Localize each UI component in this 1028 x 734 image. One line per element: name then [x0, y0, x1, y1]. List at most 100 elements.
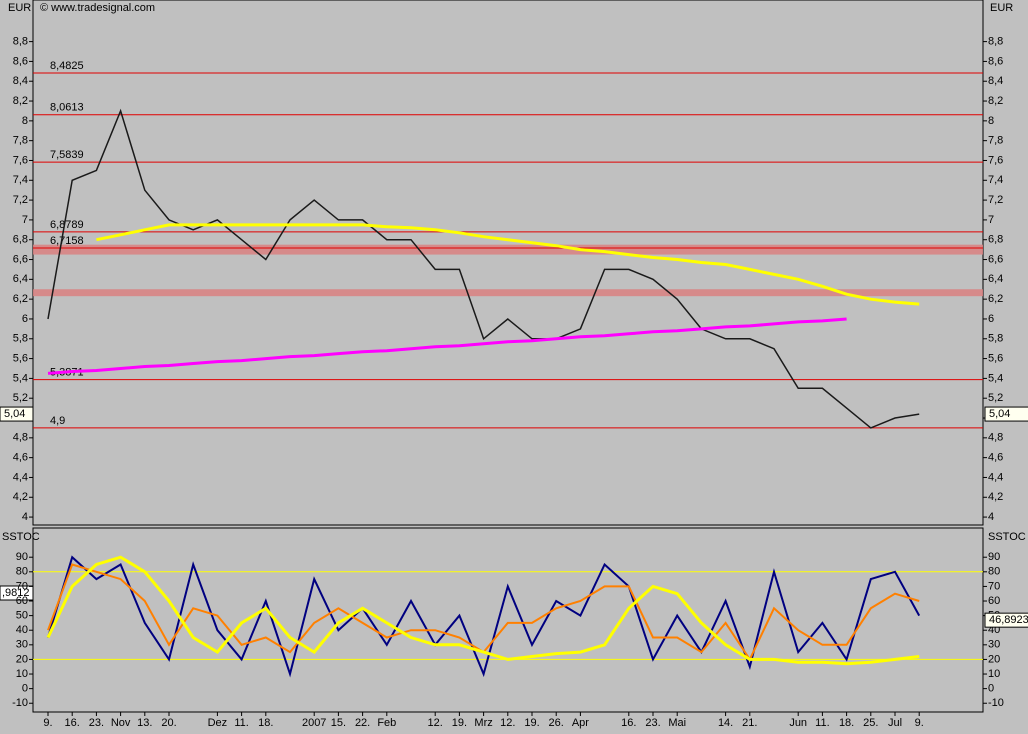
y-tick-label: 6,2 [13, 293, 28, 305]
x-tick-label: 2007 [302, 717, 326, 729]
y-tick-label: 5,8 [13, 333, 28, 345]
y-tick-label: 8 [22, 115, 28, 127]
stoch-title-right: SSTOC [988, 531, 1026, 543]
x-tick-label: 23. [89, 717, 104, 729]
y-tick-label: 7,2 [988, 194, 1003, 206]
x-tick-label: Dez [208, 717, 228, 729]
y-tick-label: 90 [988, 551, 1000, 563]
last-value-label: 5,04 [989, 408, 1010, 420]
last-value-box [984, 612, 1028, 628]
y-tick-label: 4,6 [988, 452, 1003, 464]
y-tick-label: 6,4 [13, 273, 28, 285]
x-tick-label: 11. [234, 717, 248, 729]
source: © www.tradesignal.com [40, 2, 155, 14]
y-tick-label: -10 [12, 697, 28, 709]
y-tick-label: 6 [988, 313, 994, 325]
x-tick-label: 12. [500, 717, 515, 729]
series-line [46, 555, 920, 666]
y-tick-label: 4 [988, 511, 994, 523]
y-tick-label: 5,8 [988, 333, 1003, 345]
unit-right: EUR [990, 2, 1013, 14]
y-tick-label: 40 [16, 624, 28, 636]
level-label: 6,7158 [50, 235, 84, 247]
x-tick-label: 13. [137, 717, 152, 729]
y-tick-label: 8,2 [13, 95, 28, 107]
x-tick-label: 16. [621, 717, 636, 729]
x-tick-label: Feb [377, 717, 396, 729]
y-tick-label: 4,2 [13, 491, 28, 503]
y-tick-label: 7 [22, 214, 28, 226]
y-tick-label: 80 [988, 566, 1000, 578]
last-value-label: 5,04 [4, 408, 25, 420]
y-tick-label: 20 [16, 653, 28, 665]
series-line [96, 223, 920, 306]
y-tick-label: 5,4 [988, 372, 1003, 384]
y-tick-label: 4,4 [13, 471, 28, 483]
y-tick-label: 6,8 [13, 234, 28, 246]
y-tick-label: 30 [988, 639, 1000, 651]
x-tick-label: 9. [43, 717, 52, 729]
y-tick-label: 7,4 [988, 174, 1003, 186]
y-tick-label: 4,8 [988, 432, 1003, 444]
x-tick-label: 15. [331, 717, 346, 729]
x-tick-label: Jun [789, 717, 807, 729]
stoch-left-box [0, 585, 34, 601]
y-tick-label: 5,2 [988, 392, 1003, 404]
series-line [47, 108, 920, 429]
x-tick-label: 23. [645, 717, 660, 729]
y-tick-label: 4,4 [988, 471, 1003, 483]
x-tick-label: Mrz [474, 717, 492, 729]
y-tick-label: 0 [988, 683, 994, 695]
y-tick-label: 6,6 [13, 253, 28, 265]
y-tick-label: 6,2 [988, 293, 1003, 305]
y-tick-label: 8,8 [13, 36, 28, 48]
y-tick-label: 7 [988, 214, 994, 226]
stoch-title-left: SSTOC [2, 531, 40, 543]
y-tick-label: 80 [16, 566, 28, 578]
y-tick-label: 6 [22, 313, 28, 325]
y-tick-label: 6,4 [988, 273, 1003, 285]
x-tick-label: 19. [524, 717, 539, 729]
y-tick-label: 8 [988, 115, 994, 127]
y-tick-label: 4,8 [13, 432, 28, 444]
series-line [47, 555, 921, 678]
y-tick-label: 90 [16, 551, 28, 563]
level-label: 8,4825 [50, 60, 84, 72]
y-tick-label: 60 [988, 595, 1000, 607]
series-line [47, 317, 847, 375]
x-tick-label: 18. [839, 717, 854, 729]
x-tick-label: Apr [572, 717, 589, 729]
y-tick-label: 7,2 [13, 194, 28, 206]
price-frame [32, 0, 984, 526]
x-tick-label: 18. [258, 717, 273, 729]
x-tick-label: 16. [65, 717, 80, 729]
y-tick-label: 7,4 [13, 174, 28, 186]
unit-left: EUR [8, 2, 31, 14]
x-tick-label: 12. [428, 717, 443, 729]
zone-band [33, 289, 983, 297]
x-tick-label: 19. [452, 717, 467, 729]
level-label: 4,9 [50, 415, 65, 427]
x-tick-label: 21. [742, 717, 757, 729]
y-tick-label: 8,8 [988, 36, 1003, 48]
x-tick-label: 9. [915, 717, 924, 729]
y-tick-label: 5,2 [13, 392, 28, 404]
x-tick-label: 25. [863, 717, 878, 729]
y-tick-label: -10 [988, 697, 1004, 709]
y-tick-label: 10 [16, 668, 28, 680]
y-tick-label: 60 [16, 595, 28, 607]
y-tick-label: 4,6 [13, 452, 28, 464]
zone-band [33, 244, 983, 255]
y-tick-label: 7,6 [13, 154, 28, 166]
x-tick-label: 26. [549, 717, 564, 729]
y-tick-label: 7,8 [988, 135, 1003, 147]
y-tick-label: 10 [988, 668, 1000, 680]
y-tick-label: 4 [22, 511, 28, 523]
x-tick-label: Nov [111, 717, 131, 729]
y-tick-label: 7,8 [13, 135, 28, 147]
x-tick-label: 14. [718, 717, 733, 729]
y-tick-label: 50 [16, 610, 28, 622]
level-label: 6,8789 [50, 219, 84, 231]
